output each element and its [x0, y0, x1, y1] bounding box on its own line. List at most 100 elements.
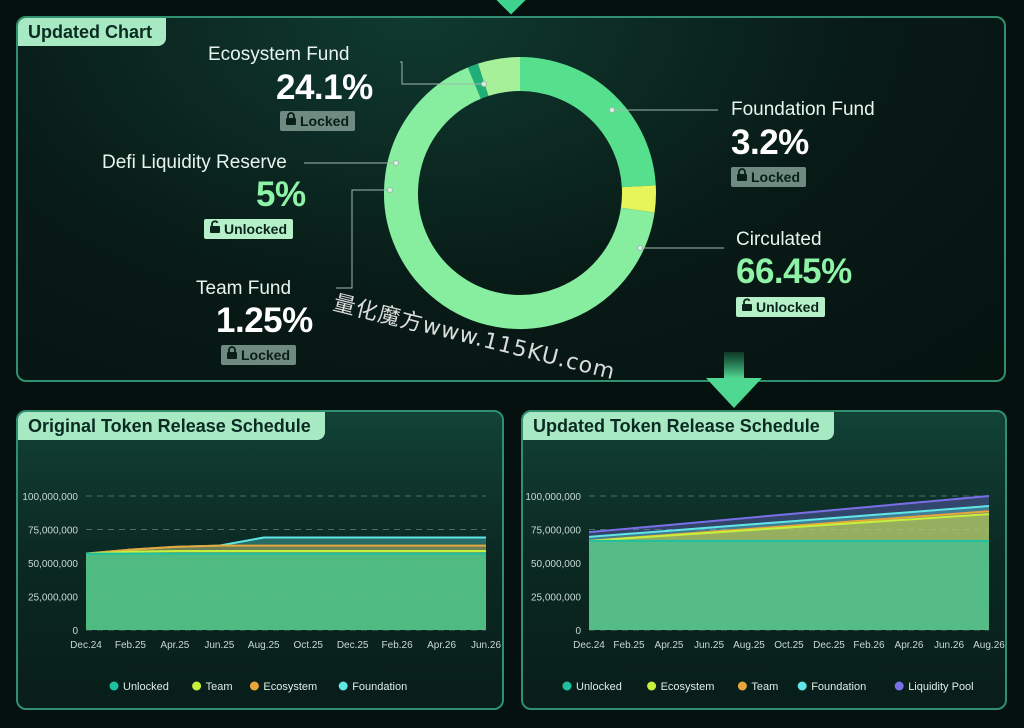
y-tick-label: 100,000,000	[525, 492, 581, 503]
slice-pct-circulated: 66.45%	[736, 252, 852, 291]
original-schedule-chart: 0 25,000,000 50,000,000 75,000,000 100,000,0…	[22, 492, 501, 693]
legend-swatch	[562, 681, 572, 691]
unlock-icon	[208, 219, 224, 239]
series-line-foundation	[588, 505, 990, 538]
slice-pct-ecosystem: 24.1%	[276, 68, 373, 107]
donut-slice-ecosystem-fund	[519, 57, 656, 188]
leader-dot	[393, 160, 399, 166]
legend-item-team: Team	[737, 681, 778, 693]
y-tick-label: 0	[575, 626, 581, 637]
legend-swatch	[338, 681, 348, 691]
slice-name-defi-liquidity: Defi Liquidity Reserve	[102, 152, 287, 173]
legend-label: Team	[206, 681, 233, 693]
slice-name-ecosystem: Ecosystem Fund	[208, 44, 350, 65]
y-tick-label: 75,000,000	[531, 526, 581, 537]
legend-item-unlocked: Unlocked	[562, 681, 622, 693]
donut-chart	[304, 57, 724, 329]
x-tick-label: Aug.25	[733, 640, 765, 651]
x-tick-label: Feb.25	[115, 640, 147, 651]
top-pointer-notch	[495, 0, 527, 15]
legend-label: Ecosystem	[661, 681, 715, 693]
x-tick-label: Feb.25	[613, 640, 645, 651]
x-tick-label: Jun.26	[934, 640, 964, 651]
lock-icon	[284, 111, 300, 131]
x-tick-label: Oct.25	[293, 640, 323, 651]
legend-label: Liquidity Pool	[908, 681, 973, 693]
donut-slice-foundation-fund	[620, 185, 656, 213]
status-badge-ecosystem: Locked	[280, 111, 356, 131]
series-line-ecosystem	[588, 513, 990, 542]
x-tick-label: Oct.25	[774, 640, 804, 651]
leader-dot	[387, 187, 393, 193]
legend-item-team: Team	[192, 681, 233, 693]
y-tick-label: 75,000,000	[28, 526, 78, 537]
leader-dot	[637, 245, 643, 251]
x-tick-label: Aug.26	[973, 640, 1005, 651]
status-badge-foundation: Locked	[731, 167, 807, 187]
legend-label: Foundation	[352, 681, 407, 693]
leader-line	[400, 61, 484, 85]
legend-item-foundation: Foundation	[797, 681, 866, 693]
original-schedule-panel: Original Token Release Schedule 0 25,000,…	[16, 410, 504, 710]
legend-swatch	[192, 681, 202, 691]
panel-title: Updated Token Release Schedule	[523, 412, 834, 440]
donut-slice-circulated	[384, 67, 655, 329]
legend-label: Team	[751, 681, 778, 693]
legend-item-foundation: Foundation	[338, 681, 407, 693]
arrow-down-icon	[706, 352, 762, 408]
y-tick-label: 25,000,000	[28, 593, 78, 604]
legend-swatch	[249, 681, 259, 691]
x-tick-label: Feb.26	[853, 640, 885, 651]
donut-slice-team-fund	[467, 63, 489, 99]
legend-swatch	[737, 681, 747, 691]
x-tick-label: Apr.26	[427, 640, 456, 651]
y-tick-label: 50,000,000	[28, 559, 78, 570]
leader-dot	[481, 81, 487, 87]
series-area-unlocked	[86, 553, 486, 630]
updated-chart-panel: Updated Chart Ecosystem Fund 24.1% Locke…	[16, 16, 1006, 382]
x-tick-label: Apr.25	[160, 640, 189, 651]
series-area-unlocked	[589, 540, 989, 630]
x-tick-label: Feb.26	[382, 640, 414, 651]
x-tick-label: Dec.24	[573, 640, 605, 651]
slice-pct-team: 1.25%	[216, 301, 313, 340]
series-line-liquidity-pool	[588, 495, 990, 534]
x-tick-label: Jun.26	[471, 640, 501, 651]
series-line-team	[85, 549, 486, 555]
leader-line	[336, 189, 390, 289]
x-tick-label: Aug.25	[248, 640, 280, 651]
y-tick-label: 50,000,000	[531, 559, 581, 570]
y-tick-label: 0	[72, 626, 78, 637]
y-tick-label: 100,000,000	[22, 492, 78, 503]
updated-schedule-panel: Updated Token Release Schedule 0 25,000,0…	[521, 410, 1007, 710]
x-tick-label: Jun.25	[204, 640, 234, 651]
status-badge-circulated: Unlocked	[736, 297, 826, 317]
legend-item-unlocked: Unlocked	[109, 681, 169, 693]
x-tick-label: Dec.24	[70, 640, 102, 651]
legend-swatch	[647, 681, 657, 691]
legend-label: Unlocked	[576, 681, 622, 693]
slice-pct-defi-liquidity: 5%	[256, 175, 306, 214]
legend-swatch	[894, 681, 904, 691]
series-line-ecosystem	[85, 544, 486, 555]
panel-title: Updated Chart	[18, 18, 167, 46]
x-tick-label: Dec.25	[337, 640, 369, 651]
y-tick-label: 25,000,000	[531, 593, 581, 604]
x-tick-label: Jun.25	[694, 640, 724, 651]
legend-item-ecosystem: Ecosystem	[647, 681, 714, 693]
legend-swatch	[797, 681, 807, 691]
legend-swatch	[109, 681, 119, 691]
legend-label: Ecosystem	[263, 681, 317, 693]
slice-name-foundation: Foundation Fund	[731, 99, 875, 120]
updated-schedule-chart: 0 25,000,000 50,000,000 75,000,000 100,000,0…	[525, 492, 1005, 693]
panel-title: Original Token Release Schedule	[18, 412, 325, 440]
status-badge-defi-liquidity: Unlocked	[204, 219, 294, 239]
lock-icon	[735, 167, 751, 187]
slice-name-circulated: Circulated	[736, 229, 822, 250]
legend-label: Foundation	[811, 681, 866, 693]
x-tick-label: Apr.25	[655, 640, 684, 651]
status-badge-team: Locked	[221, 345, 297, 365]
legend-label: Unlocked	[123, 681, 169, 693]
legend-item-liquidity-pool: Liquidity Pool	[894, 681, 974, 693]
slice-name-team: Team Fund	[196, 278, 292, 299]
